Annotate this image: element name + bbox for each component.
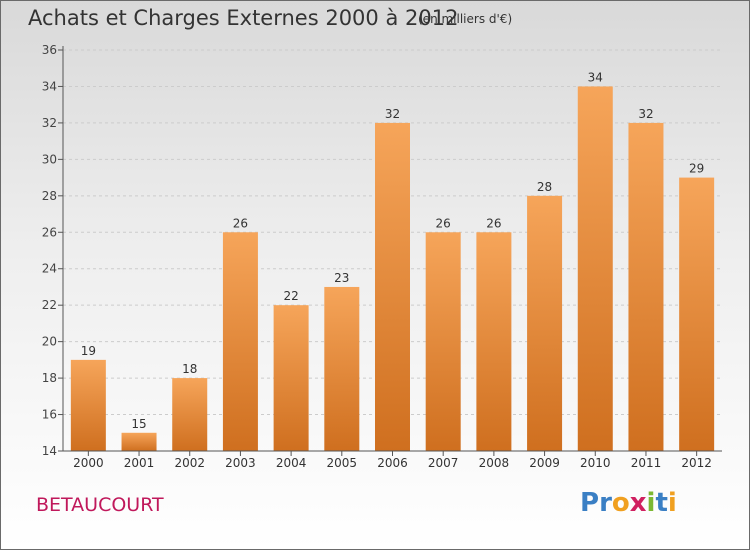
value-label: 19 — [81, 344, 96, 358]
logo-letter: r — [599, 488, 612, 518]
y-tick-label: 32 — [42, 116, 57, 130]
value-label: 23 — [334, 271, 349, 285]
bar — [172, 378, 208, 451]
value-label: 26 — [436, 216, 451, 230]
bar — [577, 86, 613, 452]
value-label: 26 — [486, 216, 501, 230]
value-label: 26 — [233, 216, 248, 230]
logo-letter: t — [655, 488, 668, 518]
value-label: 34 — [588, 70, 603, 84]
commune-name: BETAUCOURT — [36, 494, 164, 516]
x-tick-label: 2002 — [174, 456, 205, 470]
x-tick-label: 2012 — [681, 456, 712, 470]
y-tick-label: 16 — [42, 408, 57, 422]
value-label: 32 — [638, 107, 653, 121]
value-label: 15 — [131, 417, 146, 431]
value-label: 29 — [689, 162, 704, 176]
bar — [273, 305, 309, 451]
x-tick-label: 2008 — [479, 456, 510, 470]
y-tick-label: 18 — [42, 371, 57, 385]
chart-subtitle: (en milliers d'€) — [418, 12, 513, 26]
proxiti-logo: Proxiti — [580, 488, 677, 518]
bar — [121, 432, 157, 451]
logo-letter: i — [667, 488, 677, 518]
logo-letter: P — [580, 488, 600, 518]
y-tick-label: 20 — [42, 335, 57, 349]
y-tick-label: 34 — [42, 79, 57, 93]
bars — [70, 86, 715, 452]
y-tick-label: 28 — [42, 189, 57, 203]
x-tick-label: 2004 — [276, 456, 307, 470]
logo-letter: o — [611, 488, 630, 518]
bar — [375, 122, 410, 451]
chart-title: Achats et Charges Externes 2000 à 2012 — [28, 6, 459, 30]
y-tick-label: 26 — [42, 225, 57, 239]
logo-letter: x — [629, 488, 647, 518]
x-tick-label: 2000 — [73, 456, 104, 470]
bar — [70, 359, 106, 451]
x-tick-label: 2001 — [124, 456, 155, 470]
bar — [324, 286, 360, 451]
y-tick-label: 24 — [42, 262, 57, 276]
x-tick-label: 2007 — [428, 456, 459, 470]
x-tick-label: 2006 — [377, 456, 408, 470]
value-label: 32 — [385, 107, 400, 121]
x-tick-label: 2005 — [327, 456, 358, 470]
bar — [476, 232, 512, 451]
value-label: 22 — [283, 289, 298, 303]
logo-letter: i — [646, 488, 656, 518]
x-tick-label: 2009 — [529, 456, 560, 470]
y-tick-label: 14 — [42, 444, 57, 458]
value-label: 18 — [182, 362, 197, 376]
bar — [628, 122, 664, 451]
y-tick-label: 22 — [42, 298, 57, 312]
y-tick-label: 36 — [42, 43, 57, 57]
bar — [679, 177, 715, 451]
x-tick-label: 2003 — [225, 456, 256, 470]
bar — [222, 232, 258, 451]
bar — [425, 232, 461, 451]
axes — [58, 46, 722, 456]
labels: 14 16 18 20 22 24 26 28 30 32 34 36 19 2000 15 2001 18 20… — [42, 43, 712, 470]
value-label: 28 — [537, 180, 552, 194]
x-tick-label: 2010 — [580, 456, 611, 470]
bar — [527, 195, 563, 451]
y-tick-label: 30 — [42, 152, 57, 166]
x-tick-label: 2011 — [631, 456, 662, 470]
